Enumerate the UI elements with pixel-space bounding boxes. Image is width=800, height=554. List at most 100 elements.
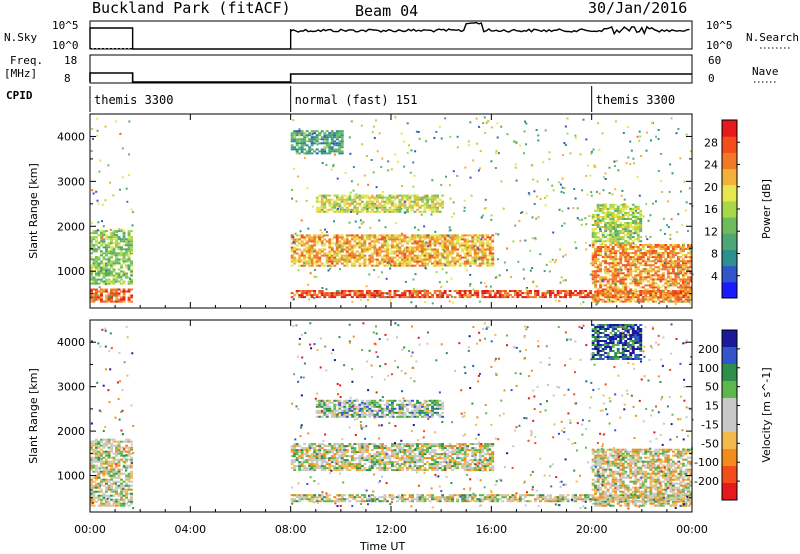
echo-cell <box>97 470 101 473</box>
echo-cell <box>408 290 412 292</box>
echo-cell <box>310 238 314 241</box>
echo-cell <box>679 294 683 297</box>
echo-cell <box>677 246 680 248</box>
echo-cell <box>611 280 615 283</box>
echo-cell <box>353 262 357 265</box>
scatter-cell <box>629 163 632 165</box>
echo-cell <box>328 242 332 245</box>
echo-cell <box>401 294 404 297</box>
echo-cell <box>659 290 663 293</box>
echo-cell <box>363 204 367 207</box>
scatter-cell <box>131 224 134 227</box>
echo-cell <box>393 198 397 201</box>
scatter-cell <box>379 194 382 197</box>
echo-cell <box>406 210 409 213</box>
echo-cell <box>486 290 490 292</box>
echo-cell <box>373 465 377 468</box>
echo-cell <box>315 152 319 155</box>
echo-cell <box>398 210 402 213</box>
echo-cell <box>320 210 324 213</box>
echo-cell <box>671 262 675 265</box>
scatter-cell <box>575 247 578 250</box>
echo-cell <box>448 234 452 237</box>
echo-cell <box>639 276 643 279</box>
echo-cell <box>596 270 600 273</box>
echo-cell <box>433 250 437 253</box>
echo-cell <box>458 238 462 241</box>
echo-cell <box>641 276 645 279</box>
echo-cell <box>345 238 349 241</box>
echo-cell <box>378 234 382 237</box>
echo-cell <box>313 467 317 470</box>
echo-cell <box>333 200 337 203</box>
echo-cell <box>606 224 610 226</box>
echo-cell <box>426 252 429 255</box>
echo-cell <box>97 246 101 249</box>
scatter-cell <box>614 224 617 227</box>
echo-cell <box>471 234 475 237</box>
echo-cell <box>105 462 108 465</box>
echo-cell <box>596 266 600 269</box>
echo-cell <box>596 203 600 206</box>
echo-cell <box>616 242 620 245</box>
echo-cell <box>436 234 439 237</box>
scatter-cell <box>321 162 324 164</box>
echo-cell <box>596 258 600 261</box>
echo-cell <box>130 238 133 241</box>
echo-cell <box>636 232 640 235</box>
echo-cell <box>631 203 635 206</box>
echo-cell <box>368 294 372 297</box>
echo-cell <box>350 296 354 299</box>
echo-cell <box>325 461 329 464</box>
echo-cell <box>599 268 603 271</box>
echo-cell <box>298 130 302 133</box>
scatter-cell <box>369 261 372 263</box>
echo-cell <box>426 256 429 259</box>
echo-cell <box>624 288 628 291</box>
echo-cell <box>315 136 319 139</box>
echo-cell <box>594 240 598 243</box>
echo-cell <box>684 292 688 295</box>
echo-cell <box>423 202 427 205</box>
echo-cell <box>621 213 625 216</box>
echo-cell <box>120 250 123 253</box>
echo-cell <box>463 256 467 259</box>
echo-cell <box>298 463 302 466</box>
scatter-cell <box>425 140 428 143</box>
echo-cell <box>566 294 570 297</box>
echo-cell <box>619 232 623 235</box>
echo-cell <box>584 290 587 292</box>
echo-cell <box>373 445 377 448</box>
echo-cell <box>614 244 618 246</box>
echo-cell <box>90 274 93 277</box>
echo-cell <box>466 254 470 257</box>
nsky-trace <box>89 21 690 50</box>
echo-cell <box>428 198 432 201</box>
scatter-cell <box>92 192 95 195</box>
echo-cell <box>313 459 317 462</box>
echo-cell <box>677 252 680 255</box>
scatter-cell <box>337 244 340 247</box>
echo-cell <box>102 498 106 501</box>
echo-cell <box>461 236 465 239</box>
echo-cell <box>466 294 470 297</box>
echo-cell <box>310 246 314 249</box>
scatter-cell <box>492 255 494 258</box>
echo-cell <box>318 264 322 267</box>
echo-cell <box>130 452 133 455</box>
echo-cell <box>594 278 598 281</box>
echo-cell <box>408 196 412 199</box>
scatter-cell <box>645 202 648 205</box>
echo-cell <box>318 210 322 213</box>
scatter-cell <box>390 168 393 171</box>
echo-cell <box>679 278 683 281</box>
echo-cell <box>391 260 394 263</box>
echo-cell <box>506 296 510 299</box>
echo-region <box>315 194 445 213</box>
echo-cell <box>674 296 678 299</box>
scatter-cell <box>512 140 515 143</box>
echo-cell <box>604 248 608 250</box>
echo-cell <box>293 132 297 135</box>
scatter-cell <box>483 207 486 210</box>
echo-cell <box>358 290 362 292</box>
